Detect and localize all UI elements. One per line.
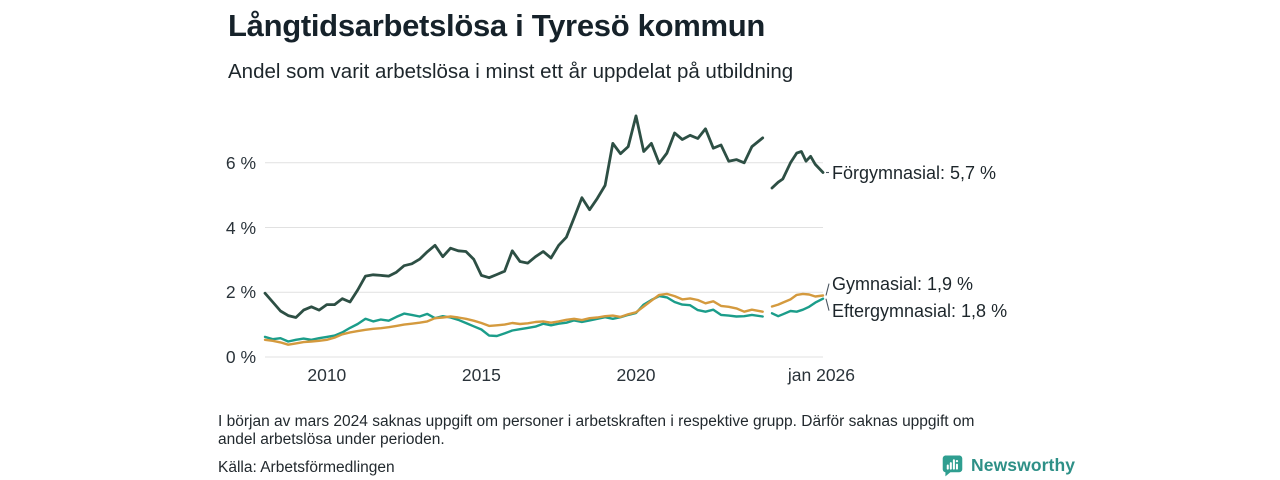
- newsworthy-brand: Newsworthy: [941, 454, 1075, 477]
- y-axis-tick-label: 2 %: [225, 282, 256, 303]
- series-end-label-eftergymnasial: Eftergymnasial: 1,8 %: [832, 300, 1008, 321]
- y-axis-tick-label: 0 %: [225, 347, 256, 367]
- y-axis-tick-label: 6 %: [225, 152, 256, 173]
- page-subtitle: Andel som varit arbetslösa i minst ett å…: [228, 60, 794, 83]
- x-axis-tick-label: 2015: [461, 365, 501, 385]
- footnote: I början av mars 2024 saknas uppgift om …: [218, 413, 974, 448]
- label-leader-line: [825, 298, 830, 311]
- newsworthy-logo-text: Newsworthy: [971, 455, 1076, 475]
- series-line-gymnasial: [263, 292, 825, 346]
- footnote-line-1: I början av mars 2024 saknas uppgift om …: [218, 413, 975, 430]
- x-axis-tick-label: 2020: [616, 365, 656, 385]
- series-end-label-gymnasial: Gymnasial: 1,9 %: [832, 273, 974, 294]
- series-end-label-förgymnasial: Förgymnasial: 5,7 %: [832, 162, 997, 183]
- label-leader-line: [825, 283, 830, 296]
- newsworthy-logo-icon: [942, 455, 963, 477]
- page-title: Långtidsarbetslösa i Tyresö kommun: [228, 8, 766, 43]
- footnote-line-2: andel arbetslösa under perioden.: [218, 430, 445, 448]
- series-line-eftergymnasial: [263, 294, 825, 343]
- source-note: Källa: Arbetsförmedlingen: [218, 459, 395, 476]
- x-axis-tick-label: jan 2026: [787, 365, 856, 385]
- y-axis-tick-label: 4 %: [225, 217, 256, 238]
- logo-bar-chart-glyph: [946, 459, 959, 470]
- x-axis-tick-label: 2010: [307, 365, 347, 385]
- series-line-förgymnasial: [263, 114, 825, 319]
